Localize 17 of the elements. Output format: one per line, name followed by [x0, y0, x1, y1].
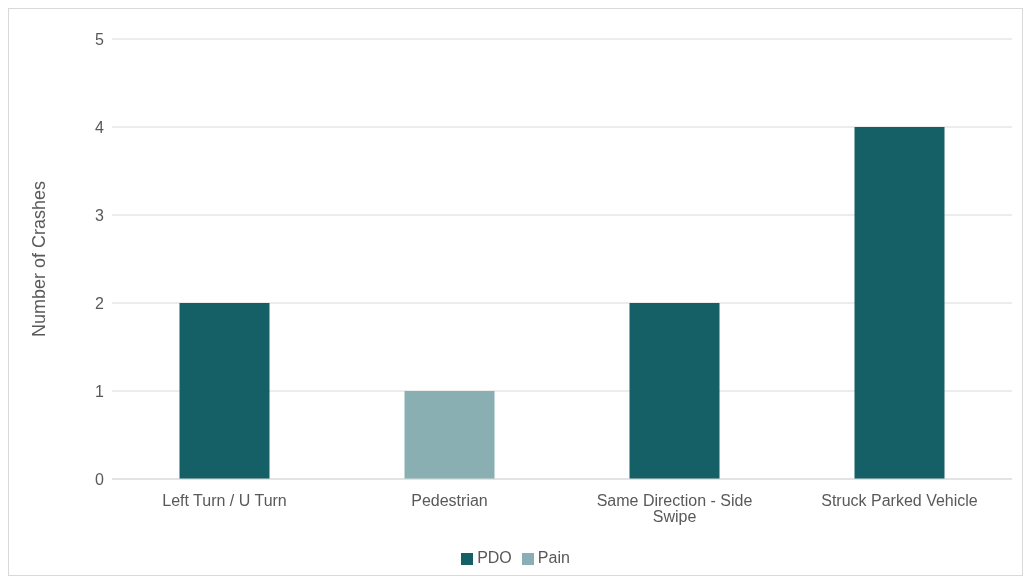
y-tick-label: 5: [95, 30, 105, 48]
y-tick-label: 0: [95, 470, 105, 488]
legend-label: Pain: [537, 549, 570, 566]
legend-label: PDO: [477, 549, 512, 566]
bar: [629, 303, 720, 479]
y-tick-label: 4: [95, 118, 105, 136]
y-axis-title: Number of Crashes: [29, 180, 50, 338]
x-tick-label: Same Direction - Side Swipe: [596, 492, 753, 526]
x-tick-label: Pedestrian: [411, 492, 488, 510]
bar: [854, 127, 945, 479]
x-tick-label: Left Turn / U Turn: [162, 492, 287, 510]
bar: [404, 391, 495, 479]
bar: [179, 303, 270, 479]
y-tick-label: 3: [95, 206, 105, 224]
y-tick-label: 2: [95, 294, 105, 312]
x-tick-label: Struck Parked Vehicle: [821, 492, 978, 510]
y-tick-label: 1: [95, 382, 105, 400]
